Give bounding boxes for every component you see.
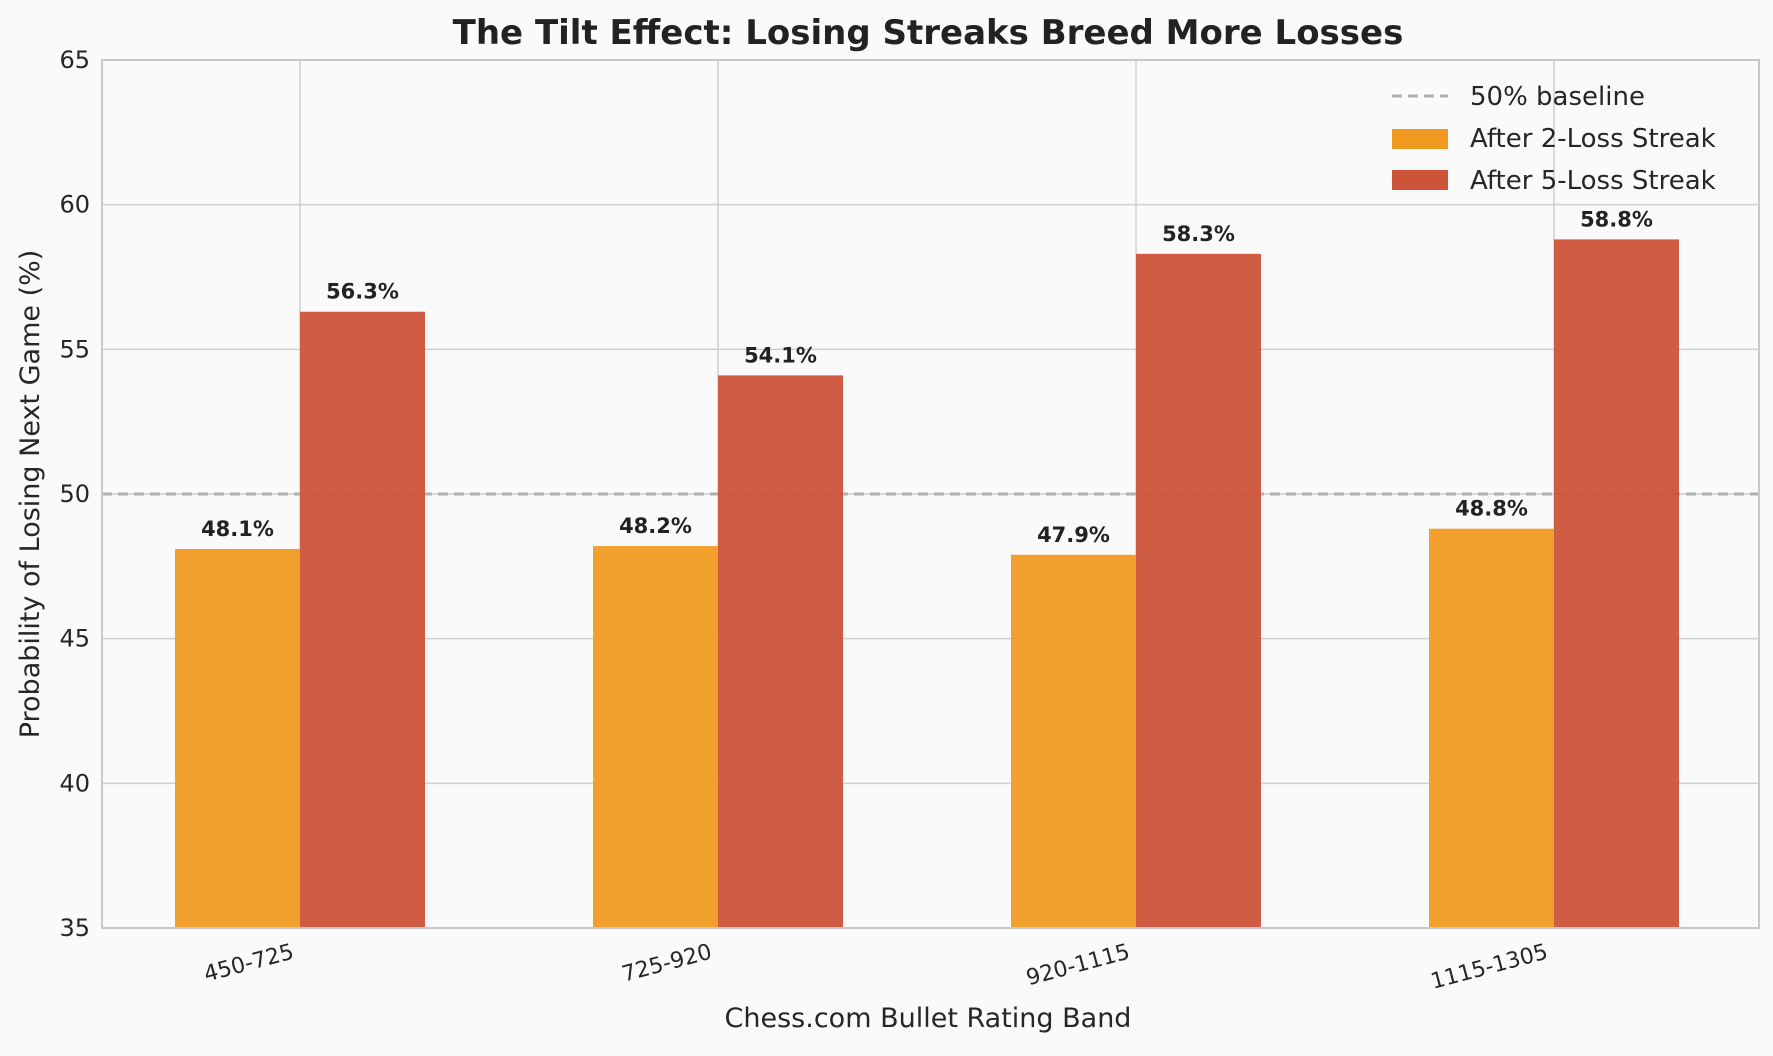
bar-2-loss-1115-1305	[1429, 528, 1554, 928]
legend-swatch-2-loss	[1392, 129, 1448, 149]
bar-2-loss-920-1115	[1011, 554, 1136, 928]
data-label: 48.1%	[201, 517, 274, 541]
bar-2-loss-450-725	[175, 548, 300, 928]
legend-label-2-loss: After 2-Loss Streak	[1470, 124, 1716, 154]
data-labels: 48.1% 48.2% 47.9% 48.8% 56.3% 54.1% 58.3% 58.8%	[201, 207, 1653, 546]
legend-swatch-5-loss	[1392, 170, 1448, 190]
bar-5-loss-920-1115	[1136, 253, 1261, 928]
data-label: 48.2%	[619, 514, 692, 538]
bars	[175, 239, 1679, 929]
y-tick-label: 55	[59, 335, 90, 363]
y-tick-label: 60	[59, 191, 90, 219]
data-label: 47.9%	[1037, 523, 1110, 547]
data-label: 58.8%	[1580, 207, 1653, 231]
y-tick-label: 45	[59, 625, 90, 653]
bar-5-loss-450-725	[300, 311, 425, 929]
legend-label-5-loss: After 5-Loss Streak	[1470, 166, 1716, 196]
y-tick-labels: 35 40 45 50 55 60 65	[59, 46, 90, 942]
bar-2-loss-725-920	[593, 546, 718, 928]
legend-baseline-label: 50% baseline	[1470, 82, 1645, 112]
y-tick-label: 35	[59, 914, 90, 942]
y-tick-label: 65	[59, 46, 90, 74]
bar-5-loss-1115-1305	[1554, 239, 1679, 929]
legend: 50% baseline After 2-Loss Streak After 5…	[1392, 82, 1716, 196]
y-tick-label: 50	[59, 480, 90, 508]
y-tick-label: 40	[59, 769, 90, 797]
chart-title: The Tilt Effect: Losing Streaks Breed Mo…	[453, 13, 1404, 53]
y-axis-label: Probability of Losing Next Game (%)	[15, 250, 46, 739]
data-label: 48.8%	[1455, 497, 1528, 521]
data-label: 56.3%	[326, 280, 399, 304]
x-axis-label: Chess.com Bullet Rating Band	[725, 1003, 1132, 1034]
data-label: 58.3%	[1162, 222, 1235, 246]
bar-5-loss-725-920	[718, 375, 843, 929]
plot-frame	[101, 59, 1760, 929]
data-label: 54.1%	[744, 343, 817, 367]
